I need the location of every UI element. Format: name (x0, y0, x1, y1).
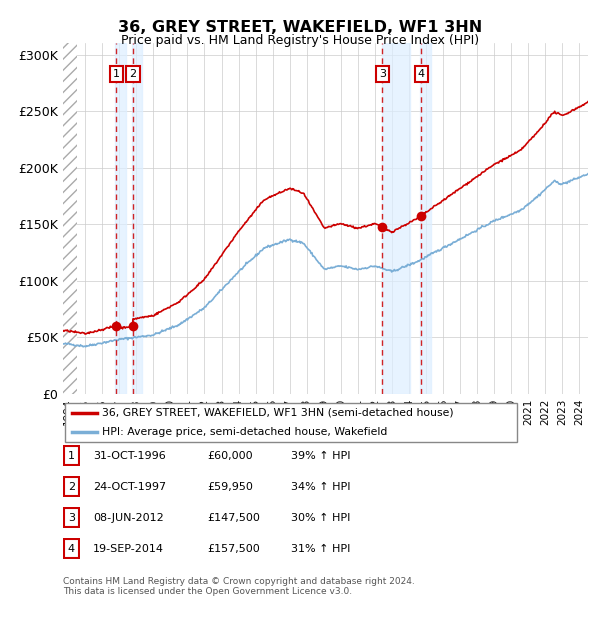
Text: 4: 4 (418, 69, 425, 79)
Bar (115, 43, 126, 394)
Text: Contains HM Land Registry data © Crown copyright and database right 2024.: Contains HM Land Registry data © Crown c… (63, 577, 415, 586)
Text: HPI: Average price, semi-detached house, Wakefield: HPI: Average price, semi-detached house,… (102, 427, 387, 437)
Text: 39% ↑ HPI: 39% ↑ HPI (291, 451, 350, 461)
Text: 19-SEP-2014: 19-SEP-2014 (93, 544, 164, 554)
FancyBboxPatch shape (64, 508, 79, 527)
Text: 31-OCT-1996: 31-OCT-1996 (93, 451, 166, 461)
Text: 34% ↑ HPI: 34% ↑ HPI (291, 482, 350, 492)
Text: 08-JUN-2012: 08-JUN-2012 (93, 513, 164, 523)
Text: 30% ↑ HPI: 30% ↑ HPI (291, 513, 350, 523)
FancyBboxPatch shape (64, 539, 79, 558)
Text: £59,950: £59,950 (207, 482, 253, 492)
Text: 2: 2 (68, 482, 75, 492)
Bar (421, 43, 431, 394)
FancyBboxPatch shape (65, 403, 517, 441)
Text: 4: 4 (68, 544, 75, 554)
Text: This data is licensed under the Open Government Licence v3.0.: This data is licensed under the Open Gov… (63, 587, 352, 596)
FancyBboxPatch shape (64, 477, 79, 496)
Text: 24-OCT-1997: 24-OCT-1997 (93, 482, 166, 492)
Text: 3: 3 (379, 69, 386, 79)
Text: 31% ↑ HPI: 31% ↑ HPI (291, 544, 350, 554)
Text: £157,500: £157,500 (207, 544, 260, 554)
Text: 36, GREY STREET, WAKEFIELD, WF1 3HN (semi-detached house): 36, GREY STREET, WAKEFIELD, WF1 3HN (sem… (102, 407, 454, 417)
Text: Price paid vs. HM Land Registry's House Price Index (HPI): Price paid vs. HM Land Registry's House … (121, 34, 479, 47)
Bar (63, 43, 77, 394)
Bar (382, 43, 410, 394)
Text: 3: 3 (68, 513, 75, 523)
Text: 1: 1 (113, 69, 120, 79)
Text: 36, GREY STREET, WAKEFIELD, WF1 3HN: 36, GREY STREET, WAKEFIELD, WF1 3HN (118, 20, 482, 35)
Text: 2: 2 (130, 69, 137, 79)
Bar (132, 43, 142, 394)
Text: £60,000: £60,000 (207, 451, 253, 461)
FancyBboxPatch shape (64, 446, 79, 465)
Text: £147,500: £147,500 (207, 513, 260, 523)
Text: 1: 1 (68, 451, 75, 461)
